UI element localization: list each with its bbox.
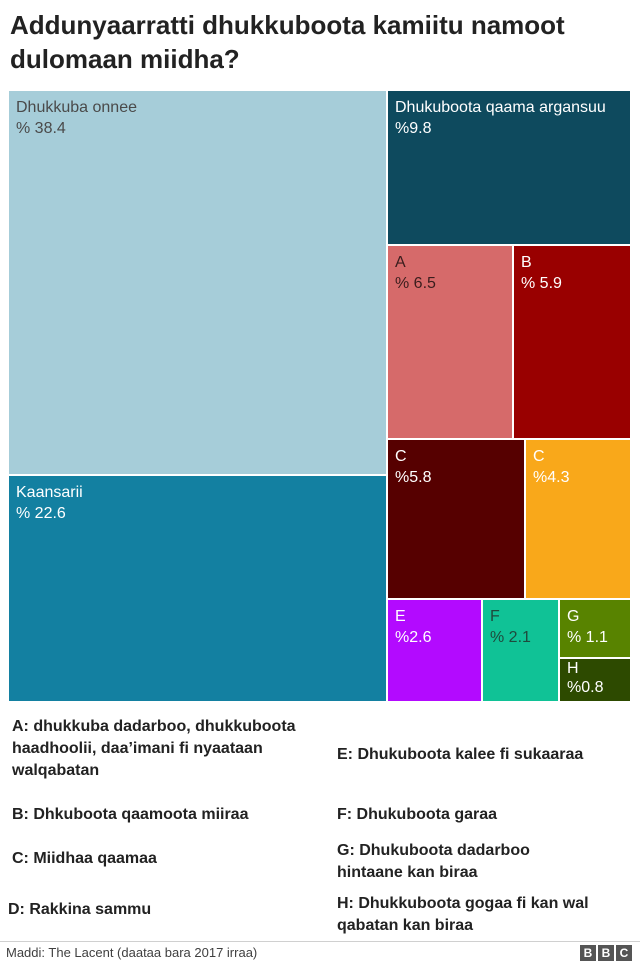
bbc-logo-letter-1: B <box>580 945 596 961</box>
tile-g-label: G <box>567 608 579 625</box>
tile-f-value: % 2.1 <box>490 629 531 646</box>
tile-d-mental-label: C <box>533 448 545 465</box>
tile-heart-disease-value: % 38.4 <box>16 120 66 137</box>
tile-c-injuries-label: C <box>395 448 407 465</box>
legend-item-a: A: dhukkuba dadarboo, dhukkuboota haadho… <box>12 718 296 779</box>
legend-item-b: B: Dhkuboota qaamoota miiraa <box>12 806 249 823</box>
source-note: Maddi: The Lacent (daataa bara 2017 irra… <box>6 945 258 960</box>
tile-cancer-value: % 22.6 <box>16 505 66 522</box>
treemap-chart: Dhukkuba onnee % 38.4 Kaansarii % 22.6 Dhuku… <box>9 91 630 701</box>
bbc-logo: B B C <box>580 945 632 961</box>
tile-f <box>483 600 558 701</box>
tile-g <box>560 600 630 657</box>
tile-heart-disease <box>9 91 386 474</box>
tile-f-label: F <box>490 608 500 625</box>
legend-item-h: H: Dhukkuboota gogaa fi kan wal qabatan … <box>337 895 589 934</box>
tile-h-value: %0.8 <box>567 679 604 696</box>
tile-c-injuries-value: %5.8 <box>395 469 432 486</box>
tile-a <box>388 246 512 438</box>
tile-respiratory-label: Dhukuboota qaama argansuu <box>395 99 606 116</box>
tile-h-label: H <box>567 660 579 677</box>
legend-item-d: D: Rakkina sammu <box>8 901 152 918</box>
tile-e-label: E <box>395 608 406 625</box>
tile-a-label: A <box>395 254 406 271</box>
tile-e-value: %2.6 <box>395 629 432 646</box>
tile-respiratory <box>388 91 630 244</box>
tile-cancer <box>9 476 386 701</box>
tile-e <box>388 600 481 701</box>
tile-cancer-label: Kaansarii <box>16 484 83 501</box>
bbc-logo-letter-3: C <box>616 945 632 961</box>
tile-c-injuries <box>388 440 524 598</box>
tile-d-mental-value: %4.3 <box>533 469 570 486</box>
footer-divider <box>0 941 640 942</box>
tile-heart-disease-label: Dhukkuba onnee <box>16 99 137 116</box>
tile-a-value: % 6.5 <box>395 275 436 292</box>
tile-b-value: % 5.9 <box>521 275 562 292</box>
legend-item-e: E: Dhukuboota kalee fi sukaaraa <box>337 746 584 763</box>
bbc-logo-letter-2: B <box>598 945 614 961</box>
tile-h <box>560 659 630 701</box>
tile-b-label: B <box>521 254 532 271</box>
legend-item-f: F: Dhukuboota garaa <box>337 806 498 823</box>
chart-title: Addunyaarratti dhukkuboota kamiitu namoo… <box>10 10 565 74</box>
tile-d-mental <box>526 440 630 598</box>
legend-item-c: C: Miidhaa qaamaa <box>12 850 157 867</box>
tile-g-value: % 1.1 <box>567 629 608 646</box>
legend-item-g: G: Dhukuboota dadarboo hintaane kan bira… <box>337 842 530 881</box>
tile-b <box>514 246 630 438</box>
tile-respiratory-value: %9.8 <box>395 120 432 137</box>
